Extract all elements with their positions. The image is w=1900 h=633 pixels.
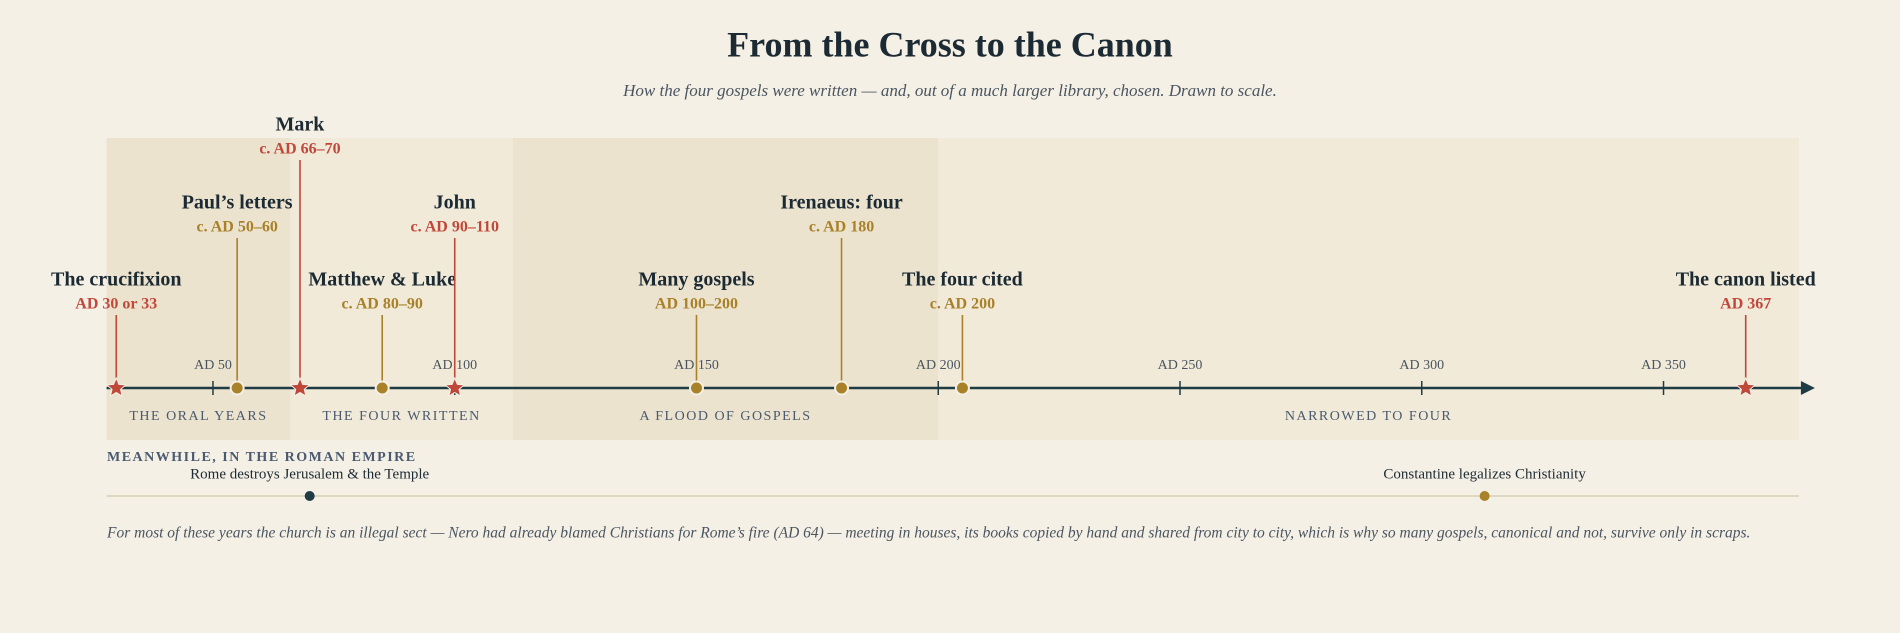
event-star [443,376,466,398]
event-label: Paul’s letters [182,192,293,214]
era-label: NARROWED TO FOUR [1285,409,1452,424]
empire-event-label: Constantine legalizes Christianity [1383,466,1586,482]
event-date: c. AD 66–70 [259,141,340,158]
event-label: Mark [276,114,326,136]
event-star [1734,376,1757,398]
era-label: THE FOUR WRITTEN [322,409,480,424]
event-star [289,376,311,398]
era-band [290,138,513,440]
event-date: AD 367 [1720,296,1771,313]
event-date: c. AD 180 [809,219,874,236]
empire-event-dot [304,491,315,501]
era-label: THE ORAL YEARS [129,409,267,424]
event-label: Many gospels [638,269,754,291]
era-band [512,138,939,440]
event-dot [688,380,704,396]
event-label: John [434,192,476,214]
era-label: A FLOOD OF GOSPELS [639,409,811,424]
axis-arrow [1800,381,1815,395]
note: For most of these years the church is an… [106,525,1750,542]
event-date: c. AD 200 [930,296,995,313]
event-dot [834,380,850,396]
event-date: AD 30 or 33 [75,296,157,313]
event-label: Irenaeus: four [780,192,903,214]
subtitle: How the four gospels were written — and,… [622,81,1277,100]
event-dot [954,380,970,396]
event-date: c. AD 90–110 [411,219,499,236]
tick-label: AD 300 [1399,358,1444,373]
event-dot [229,380,245,396]
event-dot [374,380,390,396]
tick-label: AD 350 [1641,358,1686,373]
empire-heading: MEANWHILE, IN THE ROMAN EMPIRE [107,450,417,465]
empire-event-label: Rome destroys Jerusalem & the Temple [190,466,429,482]
empire-event-dot [1479,491,1490,501]
event-date: c. AD 50–60 [196,219,277,236]
event-label: The crucifixion [51,269,182,291]
event-date: c. AD 80–90 [342,296,423,313]
era-band [106,138,291,440]
event-date: AD 100–200 [655,296,738,313]
event-label: Matthew & Luke [308,269,456,291]
title: From the Cross to the Canon [727,24,1173,64]
event-label: The canon listed [1676,269,1816,291]
tick-label: AD 250 [1158,358,1203,373]
era-band [938,138,1799,440]
era-bands [106,138,1799,440]
event-star [105,376,128,398]
tick-label: AD 200 [916,358,961,373]
tick-label: AD 50 [194,358,232,373]
event-label: The four cited [902,269,1023,291]
